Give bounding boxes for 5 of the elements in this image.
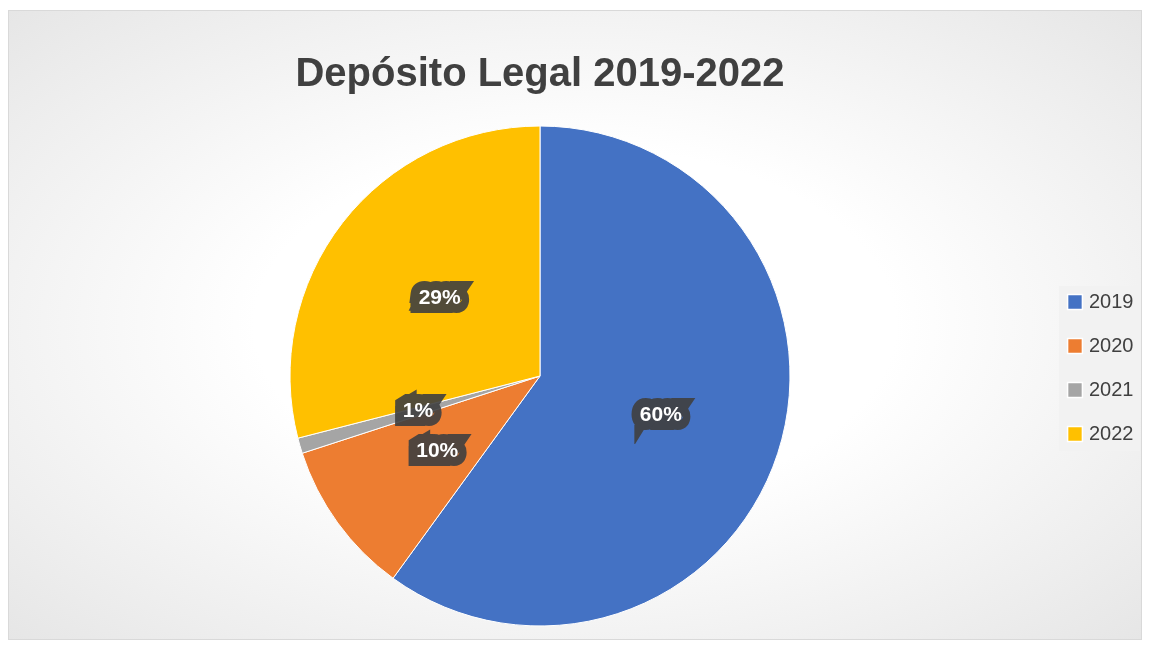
legend-label: 2022 <box>1089 422 1134 444</box>
legend-label: 2019 <box>1089 290 1134 312</box>
chart-title: Depósito Legal 2019-2022 <box>295 50 785 94</box>
legend-label: 2021 <box>1089 378 1134 400</box>
legend-label: 2020 <box>1089 334 1134 356</box>
